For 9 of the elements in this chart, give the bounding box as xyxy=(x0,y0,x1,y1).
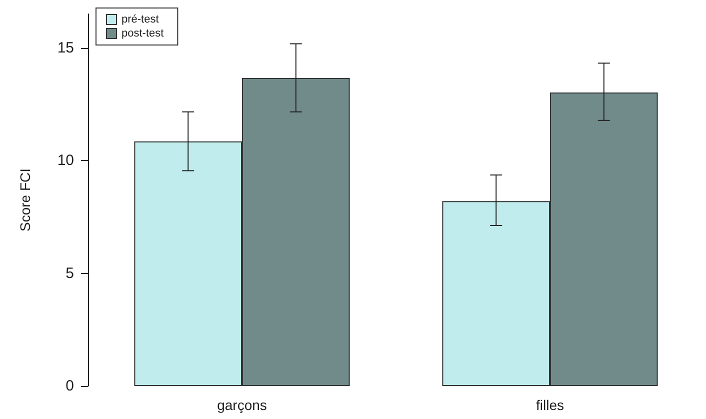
x-tick-label: garçons xyxy=(217,397,267,413)
y-tick-label: 15 xyxy=(57,39,74,56)
y-tick-label: 10 xyxy=(57,152,74,170)
legend-label: pré-test xyxy=(122,14,159,26)
legend-label: post-test xyxy=(122,28,164,40)
y-tick-label: 0 xyxy=(66,378,74,394)
y-tick-label: 5 xyxy=(66,264,74,282)
x-tick-label: filles xyxy=(536,397,564,413)
y-axis-title: Score FCI xyxy=(17,168,33,232)
